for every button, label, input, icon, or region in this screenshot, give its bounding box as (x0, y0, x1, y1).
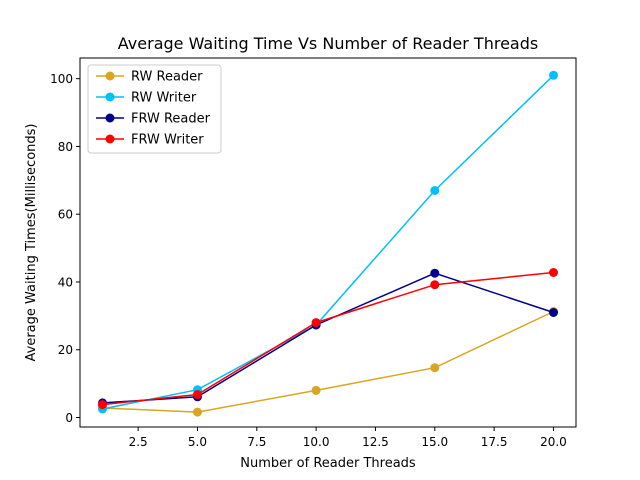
x-tick-label: 20.0 (540, 435, 567, 449)
data-point-rw-writer (430, 186, 440, 195)
y-axis: 0 20 40 60 80 100 (50, 72, 80, 425)
data-point-frw-writer (193, 390, 202, 399)
y-tick-label: 0 (65, 411, 73, 425)
chart-title: Average Waiting Time Vs Number of Reader… (118, 34, 538, 53)
legend-label-rw-reader: RW Reader (131, 70, 203, 85)
x-tick-label: 17.5 (481, 435, 508, 449)
y-tick-label: 100 (50, 72, 73, 86)
legend-label-frw-reader: FRW Reader (131, 112, 211, 127)
legend: RW Reader RW Writer FRW Reader FRW Writer (87, 64, 222, 154)
data-point-frw-writer (98, 400, 107, 410)
x-axis: 2.5 5.0 7.5 10.0 12.5 15.0 17.5 20.0 (129, 427, 567, 449)
data-point-frw-writer (311, 318, 321, 328)
y-tick-label: 40 (58, 275, 73, 289)
plot-frame (79, 57, 577, 428)
y-axis-label: Average Waiting Times(Milliseconds) (24, 124, 39, 362)
series-line-frw-writer (102, 271, 554, 406)
x-tick-label: 12.5 (362, 435, 389, 449)
plot-content (98, 70, 558, 417)
data-point-rw-writer (549, 70, 558, 80)
x-tick-label: 5.0 (188, 435, 207, 449)
legend-label-rw-writer: RW Writer (131, 91, 197, 106)
series-line-frw-reader (102, 272, 554, 404)
legend-marker-frw-writer (105, 134, 115, 144)
x-tick-label: 15.0 (421, 435, 448, 449)
data-point-frw-writer (430, 280, 440, 290)
data-point-frw-reader (430, 268, 440, 278)
data-point-rw-reader (430, 363, 440, 373)
x-tick-label: 2.5 (129, 435, 148, 449)
legend-marker-rw-writer (105, 92, 115, 102)
y-tick-label: 80 (58, 140, 73, 154)
data-point-frw-reader (549, 308, 558, 317)
y-tick-label: 60 (58, 208, 73, 222)
data-point-rw-reader (193, 407, 202, 417)
x-tick-label: 10.0 (303, 435, 330, 449)
x-axis-label: Number of Reader Threads (240, 456, 416, 471)
data-point-rw-reader (311, 385, 321, 395)
legend-marker-rw-reader (105, 71, 115, 81)
legend-box (87, 64, 222, 154)
legend-marker-frw-reader (105, 113, 115, 123)
legend-label-frw-writer: FRW Writer (131, 133, 204, 148)
data-point-frw-writer (549, 268, 558, 277)
y-tick-label: 20 (58, 343, 73, 357)
x-tick-label: 7.5 (247, 435, 266, 449)
